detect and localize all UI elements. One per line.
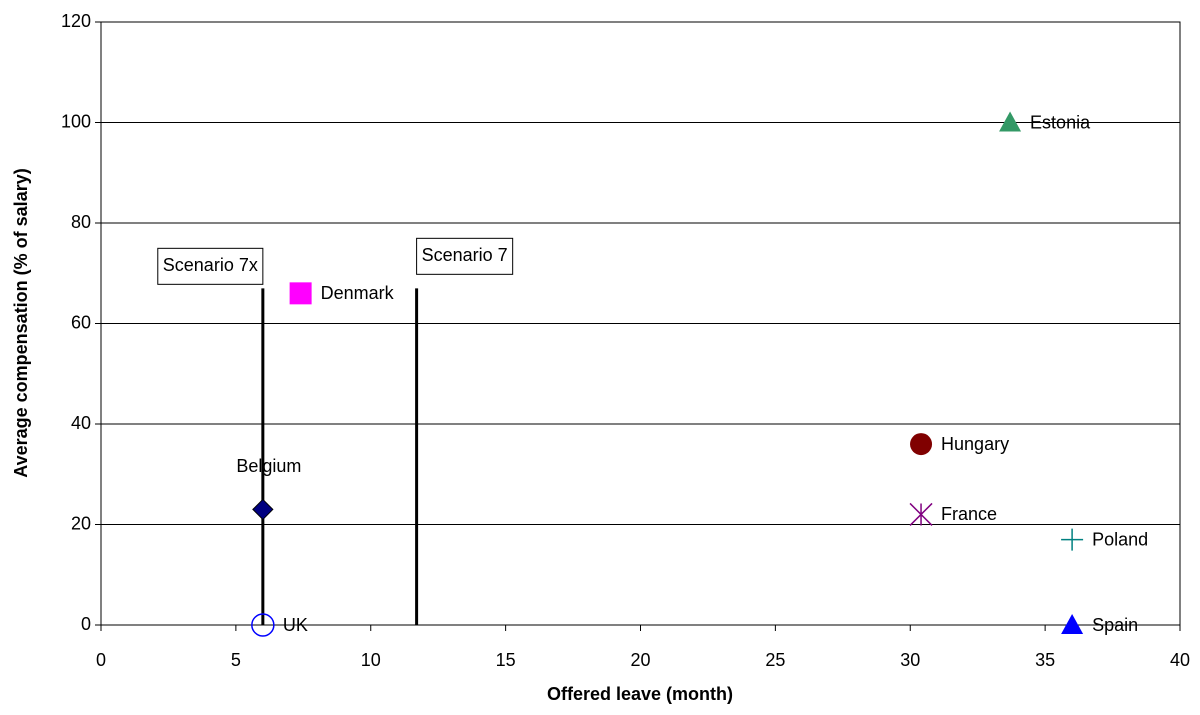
reference-label: Scenario 7x [163, 255, 258, 275]
point-label: Belgium [236, 456, 301, 476]
y-axis-label: Average compensation (% of salary) [11, 168, 31, 477]
reference-label: Scenario 7 [422, 245, 508, 265]
x-tick-label: 40 [1170, 650, 1190, 670]
point-label: France [941, 504, 997, 524]
x-tick-label: 15 [496, 650, 516, 670]
y-tick-label: 120 [61, 11, 91, 31]
marker [1061, 614, 1084, 634]
y-tick-label: 20 [71, 513, 91, 533]
y-tick-label: 80 [71, 212, 91, 232]
marker [909, 502, 933, 526]
y-tick-label: 0 [81, 614, 91, 634]
x-tick-label: 10 [361, 650, 381, 670]
point-label: Estonia [1030, 112, 1091, 132]
reference-label-box [157, 247, 264, 285]
marker [910, 433, 933, 456]
marker [289, 282, 312, 305]
x-tick-label: 5 [231, 650, 241, 670]
y-tick-label: 100 [61, 111, 91, 131]
point-label: Poland [1092, 529, 1148, 549]
point-label: Hungary [941, 434, 1009, 454]
marker [251, 613, 275, 637]
point-label: Denmark [321, 283, 395, 303]
x-tick-label: 0 [96, 650, 106, 670]
x-tick-label: 20 [630, 650, 650, 670]
x-tick-label: 25 [765, 650, 785, 670]
y-tick-label: 60 [71, 312, 91, 332]
point-label: Spain [1092, 615, 1138, 635]
point-label: UK [283, 615, 308, 635]
marker [252, 498, 274, 521]
x-axis-label: Offered leave (month) [547, 684, 733, 704]
y-tick-label: 40 [71, 413, 91, 433]
x-tick-label: 30 [900, 650, 920, 670]
marker [999, 111, 1022, 132]
x-tick-label: 35 [1035, 650, 1055, 670]
reference-label-box [416, 237, 514, 275]
marker [1061, 528, 1084, 551]
